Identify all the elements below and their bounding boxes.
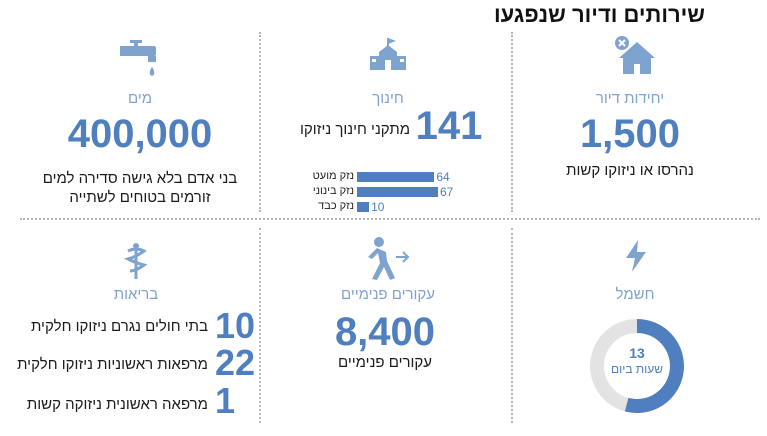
education-bar-value: 67 (440, 185, 454, 199)
faucet-icon (120, 40, 156, 76)
housing-label: יחידות דיור (595, 90, 665, 107)
water-caption-line2: זורמים בטוחים לשתייה (69, 189, 211, 206)
school-icon (370, 38, 406, 70)
housing-caption: נהרסו או ניזוקו קשות (566, 162, 694, 179)
health-label: בריאות (113, 286, 159, 303)
destroyed-house-icon (615, 36, 655, 74)
electricity-label: חשמל (615, 286, 655, 303)
water-label: מים (127, 90, 153, 107)
donut-value: 13 (629, 345, 645, 361)
health-row-3-value: 1 (214, 380, 236, 421)
education-bar-label: נזק מועט (312, 170, 354, 182)
health-row-3-text: מרפאה ראשונית ניזוקה קשות (26, 396, 208, 413)
education-label: חינוך (372, 90, 404, 107)
education-bar (357, 172, 435, 182)
displaced-caption: עקורים פנימיים (338, 354, 432, 371)
education-bar (357, 202, 370, 212)
lightning-bolt-icon (626, 240, 646, 272)
housing-value: 1,500 (579, 112, 681, 156)
displaced-label: עקורים פנימיים (341, 286, 435, 303)
health-row-1-text: בתי חולים נגרם ניזוקו חלקית (30, 318, 208, 335)
running-person-icon (368, 237, 410, 280)
infographic-title: שירותים ודיור שנפגעו (494, 2, 705, 27)
displaced-value: 8,400 (334, 310, 436, 354)
health-row-2-value: 22 (214, 342, 255, 383)
education-bar-value: 64 (436, 170, 450, 184)
education-caption: מתקני חינוך ניזוקו (299, 121, 410, 138)
education-bar (357, 187, 438, 197)
medical-caduceus-icon (124, 243, 148, 279)
education-bar-label: נזק בינוני (312, 185, 354, 197)
divider-horizontal (20, 218, 760, 220)
water-value: 400,000 (67, 112, 213, 156)
education-bar-label: נזק כבד (318, 200, 354, 212)
health-row-2-text: מרפאות ראשוניות ניזוקו חלקית (17, 356, 208, 373)
divider-vertical-right-bottom (511, 228, 513, 423)
donut-hours-arc (624, 319, 684, 413)
divider-vertical-left-bottom (259, 228, 261, 423)
divider-vertical-left-top (259, 32, 261, 212)
education-bar-value: 10 (371, 200, 385, 214)
electricity-donut-chart (590, 319, 684, 413)
donut-unit: שעות ביום (610, 362, 664, 376)
education-value: 141 (415, 104, 483, 148)
water-caption-line1: בני אדם בלא גישה סדירה למים (42, 170, 238, 187)
health-row-1-value: 10 (214, 305, 255, 346)
divider-vertical-right-top (511, 32, 513, 212)
